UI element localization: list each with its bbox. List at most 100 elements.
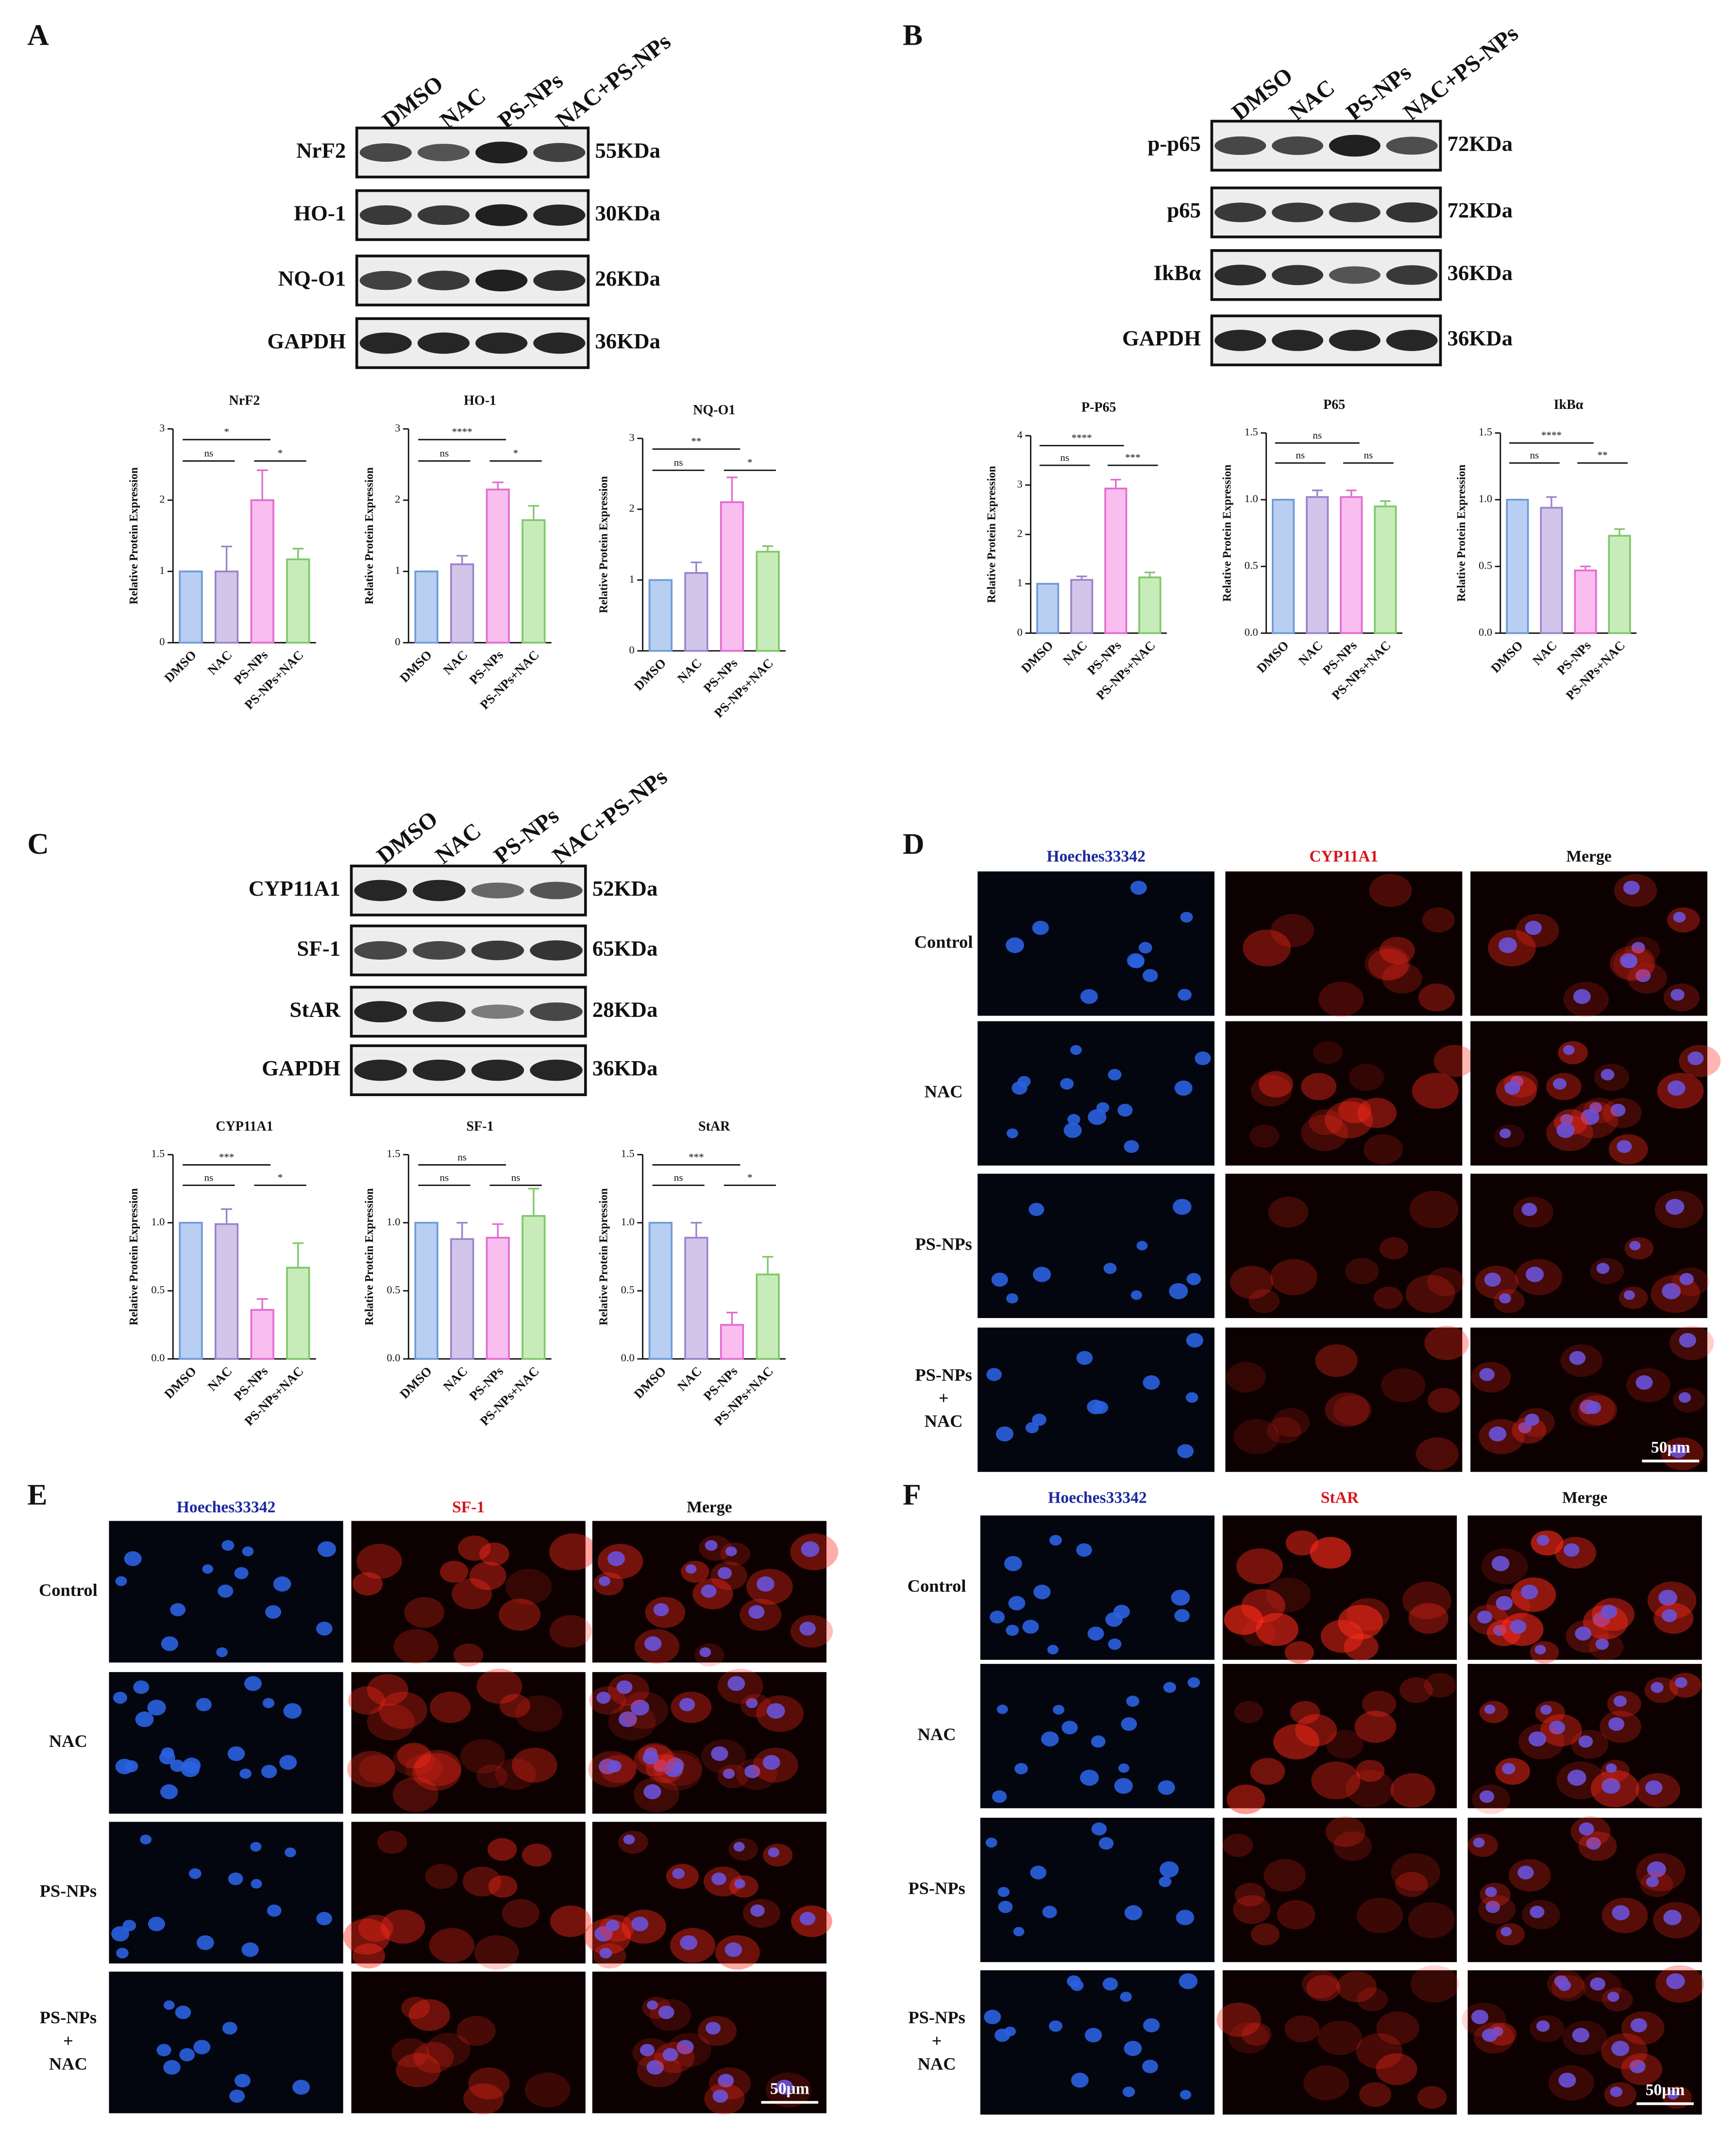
cytoplasm-stain bbox=[1234, 1701, 1264, 1724]
lane-label: NAC+PS-NPs bbox=[1399, 21, 1523, 126]
error-bar bbox=[256, 469, 268, 500]
cytoplasm-stain bbox=[469, 1561, 506, 1591]
error-bar bbox=[1580, 565, 1591, 571]
blot-band bbox=[1214, 330, 1266, 351]
bar bbox=[522, 1215, 546, 1360]
nucleus bbox=[1006, 1625, 1019, 1636]
blot-band bbox=[359, 143, 412, 162]
cytoplasm-stain bbox=[1310, 1537, 1351, 1569]
y-tick-label: 1 bbox=[1017, 576, 1023, 589]
row-label: + bbox=[63, 2031, 73, 2050]
scale-bar-label: 50μm bbox=[770, 2080, 809, 2098]
cytoplasm-stain bbox=[1357, 1987, 1388, 2012]
row-label: NAC bbox=[925, 1082, 963, 1101]
nucleus bbox=[762, 1755, 780, 1770]
nucleus bbox=[159, 1750, 175, 1765]
nucleus bbox=[1651, 1682, 1664, 1693]
blot-band bbox=[1272, 265, 1324, 286]
bar bbox=[250, 1309, 274, 1360]
nucleus bbox=[1549, 1721, 1566, 1735]
nucleus bbox=[746, 1698, 758, 1709]
nucleus bbox=[292, 2080, 310, 2095]
cytoplasm-stain bbox=[1295, 1714, 1337, 1746]
nucleus bbox=[606, 1919, 620, 1931]
nucleus bbox=[1488, 1426, 1507, 1441]
nucleus bbox=[279, 1755, 297, 1770]
y-tick-label: 1.5 bbox=[621, 1148, 635, 1160]
blot-band bbox=[359, 332, 412, 354]
nucleus bbox=[1093, 1401, 1109, 1414]
chart-title: CYP11A1 bbox=[216, 1119, 273, 1134]
cytoplasm-stain bbox=[1399, 1677, 1433, 1703]
nucleus bbox=[1578, 1735, 1593, 1748]
x-tick-label: NAC bbox=[1060, 638, 1090, 668]
micrograph bbox=[109, 1971, 343, 2114]
y-tick-label: 0.0 bbox=[1479, 626, 1492, 638]
cytoplasm-stain bbox=[1318, 982, 1364, 1017]
micrograph bbox=[351, 1521, 586, 1663]
nucleus bbox=[1485, 1900, 1500, 1913]
blot-band bbox=[1214, 203, 1266, 222]
nucleus bbox=[124, 1760, 138, 1773]
cytoplasm-stain bbox=[1418, 983, 1455, 1012]
error-bar bbox=[762, 545, 774, 552]
cytoplasm-stain bbox=[453, 1643, 484, 1667]
row-label: NAC bbox=[918, 2054, 956, 2074]
y-tick-label: 0.5 bbox=[387, 1284, 400, 1296]
cytoplasm-stain bbox=[1376, 2011, 1419, 2045]
nucleus bbox=[1498, 937, 1517, 953]
nucleus bbox=[801, 1541, 820, 1557]
size-label: 36KDa bbox=[592, 1056, 658, 1080]
lane-label: DMSO bbox=[372, 806, 443, 869]
significance-label: ns bbox=[511, 1171, 521, 1183]
cytoplasm-stain bbox=[1270, 914, 1315, 948]
bar bbox=[179, 1221, 203, 1360]
blot-band bbox=[533, 204, 586, 226]
nucleus bbox=[1586, 1401, 1601, 1414]
nucleus bbox=[1563, 1045, 1575, 1055]
micrograph bbox=[1467, 1817, 1702, 1963]
cytoplasm-stain bbox=[1416, 1437, 1459, 1471]
cytoplasm-stain bbox=[1333, 1395, 1372, 1425]
nucleus bbox=[1510, 1620, 1527, 1634]
nucleus bbox=[676, 2040, 694, 2055]
nucleus bbox=[234, 2074, 251, 2088]
nucleus bbox=[1080, 1769, 1099, 1786]
cytoplasm-stain bbox=[1285, 1530, 1318, 1556]
cytoplasm-stain bbox=[396, 2053, 441, 2087]
nucleus bbox=[1536, 1535, 1550, 1546]
nucleus bbox=[1159, 1876, 1172, 1887]
cytoplasm-stain bbox=[550, 1905, 591, 1937]
cytoplasm-stain bbox=[343, 1918, 390, 1955]
nucleus bbox=[607, 1760, 622, 1773]
cytoplasm-stain bbox=[1216, 2002, 1262, 2037]
nucleus bbox=[1567, 1769, 1586, 1786]
nucleus bbox=[1062, 1721, 1078, 1735]
nucleus bbox=[1645, 1780, 1663, 1795]
blot-band bbox=[530, 940, 583, 961]
nucleus bbox=[1049, 1535, 1062, 1546]
blot-band bbox=[475, 332, 528, 354]
nucleus bbox=[1581, 1109, 1600, 1125]
cytoplasm-stain bbox=[1408, 1603, 1449, 1634]
blot-band bbox=[417, 205, 470, 225]
micrograph bbox=[592, 1672, 826, 1814]
blot-band bbox=[530, 1059, 583, 1081]
cytoplasm-stain bbox=[358, 1914, 393, 1942]
cytoplasm-stain bbox=[1250, 1758, 1285, 1785]
y-tick-label: 1.0 bbox=[1245, 492, 1258, 505]
row-label: PS-NPs bbox=[915, 1365, 972, 1385]
nucleus bbox=[1675, 1677, 1687, 1688]
nucleus bbox=[227, 1746, 245, 1761]
cytoplasm-stain bbox=[1272, 1408, 1310, 1437]
cytoplasm-stain bbox=[1248, 1289, 1280, 1313]
significance-label: ns bbox=[440, 447, 449, 459]
channel-title: Hoeches33342 bbox=[1048, 1489, 1147, 1507]
nucleus bbox=[1091, 1822, 1107, 1836]
cytoplasm-stain bbox=[1273, 1724, 1320, 1760]
nucleus bbox=[1060, 1078, 1074, 1090]
cytoplasm-stain bbox=[1369, 874, 1412, 907]
nucleus bbox=[995, 1426, 1014, 1441]
nucleus bbox=[1679, 1333, 1696, 1348]
nucleus bbox=[1499, 1128, 1511, 1138]
